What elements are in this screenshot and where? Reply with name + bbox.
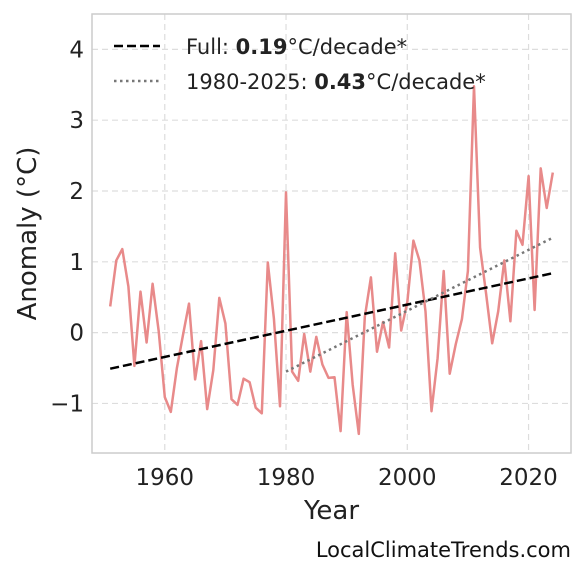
- legend-recent-suffix: °C/decade*: [366, 70, 486, 94]
- y-tick-label: 4: [69, 37, 84, 63]
- x-tick-label: 2000: [378, 465, 437, 491]
- grid-lines: [92, 14, 571, 453]
- y-tick-label: −1: [50, 391, 84, 417]
- y-tick-label: 1: [69, 250, 84, 276]
- legend-recent-value: 0.43: [314, 70, 366, 94]
- plot-frame: [91, 13, 572, 454]
- legend-recent-prefix: 1980-2025:: [186, 70, 314, 94]
- y-tick-label: 0: [69, 321, 84, 347]
- watermark: LocalClimateTrends.com: [315, 538, 571, 562]
- x-axis-label: Year: [303, 496, 359, 526]
- legend-entry-full: Full: 0.19°C/decade*: [186, 35, 407, 59]
- x-tick-label: 1960: [135, 465, 194, 491]
- legend-full-suffix: °C/decade*: [288, 35, 408, 59]
- x-tick-label: 2020: [499, 465, 558, 491]
- anomaly-series-line: [108, 84, 555, 436]
- y-tick-label: 3: [69, 108, 84, 134]
- legend-entry-recent: 1980-2025: 0.43°C/decade*: [186, 70, 486, 94]
- y-axis-label: Anomaly (°C): [13, 147, 43, 321]
- data-series: [108, 84, 555, 436]
- tick-labels: 1960 1980 2000 2020 4 3 2 1 0 −1: [50, 37, 558, 491]
- y-tick-label: 2: [69, 179, 84, 205]
- x-tick-label: 1980: [257, 465, 316, 491]
- legend: Full: 0.19°C/decade* 1980-2025: 0.43°C/d…: [114, 35, 486, 94]
- legend-full-prefix: Full:: [186, 35, 236, 59]
- trend-line-full: [109, 271, 554, 370]
- legend-full-value: 0.19: [236, 35, 288, 59]
- trend-line-recent: [285, 236, 554, 373]
